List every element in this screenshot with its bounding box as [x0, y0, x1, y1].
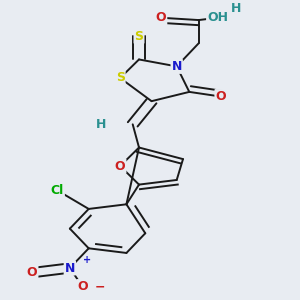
Text: Cl: Cl [51, 184, 64, 197]
Text: O: O [27, 266, 38, 279]
Text: S: S [134, 30, 143, 43]
Text: O: O [115, 160, 125, 172]
Text: N: N [65, 262, 75, 275]
Text: O: O [77, 280, 88, 293]
Text: OH: OH [207, 11, 228, 24]
Text: +: + [83, 255, 91, 265]
Text: −: − [94, 280, 105, 293]
Text: O: O [156, 11, 166, 24]
Text: O: O [215, 90, 226, 103]
Text: H: H [231, 2, 242, 15]
Text: N: N [172, 60, 182, 73]
Text: S: S [116, 71, 124, 85]
Text: H: H [96, 118, 106, 131]
